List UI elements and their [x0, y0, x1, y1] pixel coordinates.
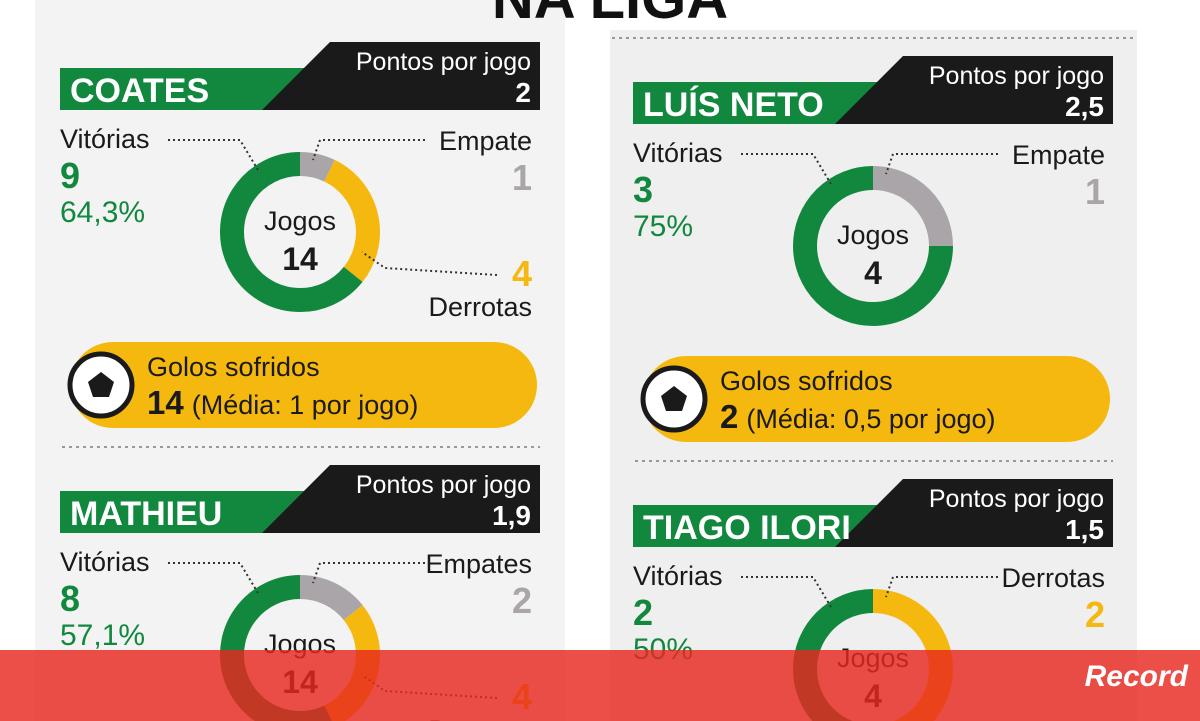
title: NA LIGA — [492, 0, 728, 31]
goals-pill — [643, 356, 1110, 442]
stat-label: Vitórias — [60, 124, 150, 154]
ppg-value: 1,9 — [492, 500, 531, 531]
ball-patch — [661, 386, 687, 411]
stat-value: 4 — [512, 253, 532, 294]
player-name: COATES — [70, 72, 209, 110]
stat-label: Vitórias — [633, 561, 723, 591]
leader-line — [168, 562, 259, 594]
stat-value: 8 — [60, 578, 80, 619]
stat-value: 9 — [60, 155, 80, 196]
goals-avg: (Média: 0,5 por jogo) — [746, 404, 995, 434]
leader-line — [741, 153, 832, 185]
ppg-box — [262, 465, 540, 533]
stat-pct: 75% — [633, 210, 693, 243]
player-name: TIAGO ILORI — [643, 509, 851, 547]
stat-value: 2 — [633, 592, 653, 633]
leader-line — [168, 139, 259, 171]
footer-bar — [0, 650, 1200, 721]
stat-pct: 64,3% — [60, 196, 145, 229]
ppg-box — [262, 42, 540, 110]
ppg-label: Pontos por jogo — [356, 471, 531, 499]
ppg-label: Pontos por jogo — [356, 48, 531, 76]
leader-line — [361, 251, 498, 276]
games-label: Jogos — [264, 206, 336, 236]
goals-value: 14 — [147, 384, 184, 421]
games-value: 14 — [282, 241, 318, 277]
donut-segment — [220, 152, 363, 312]
goals-value: 2 — [720, 398, 738, 435]
leader-line — [885, 153, 998, 175]
ppg-box — [835, 479, 1113, 547]
stat-label: Empate — [1012, 140, 1105, 170]
ppg-label: Pontos por jogo — [929, 485, 1104, 513]
leader-line — [312, 562, 425, 584]
games-value: 4 — [864, 255, 882, 291]
stat-value: 2 — [512, 580, 532, 621]
donut-segment — [299, 575, 363, 621]
stat-label: Derrotas — [1001, 563, 1105, 593]
stat-value: 2 — [1085, 594, 1105, 635]
goals-line: 2 (Média: 0,5 por jogo) — [720, 398, 996, 435]
donut-segment — [872, 166, 953, 247]
goals-label: Golos sofridos — [147, 352, 320, 382]
ppg-label: Pontos por jogo — [929, 62, 1104, 90]
stat-label: Derrotas — [428, 292, 532, 322]
goals-avg: (Média: 1 por jogo) — [192, 390, 419, 420]
ppg-box — [835, 56, 1113, 124]
ppg-value: 2 — [515, 77, 531, 108]
donut-segment — [299, 152, 335, 182]
stat-label: Empate — [439, 126, 532, 156]
goals-pill — [70, 342, 537, 428]
ppg-value: 2,5 — [1065, 91, 1104, 122]
stat-label: Empates — [425, 549, 532, 579]
ball-patch — [88, 372, 114, 397]
stat-label: Vitórias — [633, 138, 723, 168]
donut-segment — [323, 159, 380, 282]
games-label: Jogos — [837, 220, 909, 250]
stat-value: 3 — [633, 169, 653, 210]
player-name: LUÍS NETO — [643, 86, 824, 124]
player-name: MATHIEU — [70, 495, 222, 533]
goals-label: Golos sofridos — [720, 366, 893, 396]
brand: Record — [1085, 660, 1189, 693]
stat-value: 1 — [1085, 171, 1105, 212]
leader-line — [885, 576, 998, 598]
stat-label: Vitórias — [60, 547, 150, 577]
ppg-value: 1,5 — [1065, 514, 1104, 545]
leader-line — [741, 576, 832, 608]
leader-line — [312, 139, 425, 161]
stat-pct: 57,1% — [60, 619, 145, 652]
goals-line: 14 (Média: 1 por jogo) — [147, 384, 418, 421]
stat-value: 1 — [512, 157, 532, 198]
donut-segment — [793, 166, 953, 326]
